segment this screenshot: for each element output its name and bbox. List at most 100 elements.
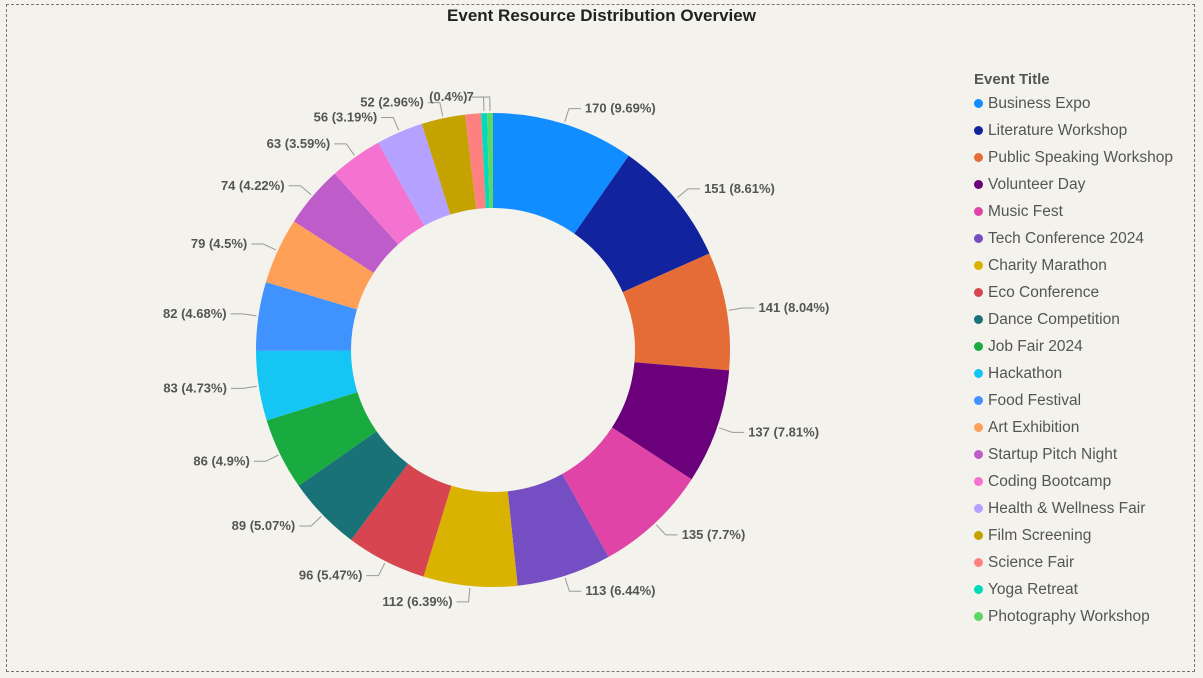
legend-label: Job Fair 2024 bbox=[988, 337, 1083, 355]
leader-line bbox=[381, 116, 400, 131]
legend-marker-icon bbox=[974, 369, 983, 378]
slice-tech-conference-2024[interactable] bbox=[507, 473, 609, 586]
legend-marker-icon bbox=[974, 612, 983, 621]
legend-label: Music Fest bbox=[988, 202, 1063, 220]
slice-music-fest[interactable] bbox=[562, 427, 692, 557]
data-label: 112 (6.39%) bbox=[382, 594, 452, 609]
legend-label: Volunteer Day bbox=[988, 175, 1086, 193]
legend-item[interactable]: Art Exhibition bbox=[974, 414, 1196, 441]
legend-item[interactable]: Job Fair 2024 bbox=[974, 333, 1196, 360]
data-label: 89 (5.07%) bbox=[232, 518, 296, 533]
legend-marker-icon bbox=[974, 504, 983, 513]
legend-label: Startup Pitch Night bbox=[988, 445, 1118, 463]
leader-line bbox=[676, 188, 701, 199]
data-label: 141 (8.04%) bbox=[758, 300, 829, 315]
leader-line bbox=[230, 385, 257, 389]
legend-marker-icon bbox=[974, 153, 983, 162]
slice-charity-marathon[interactable] bbox=[423, 485, 518, 587]
legend-item[interactable]: Health & Wellness Fair bbox=[974, 495, 1196, 522]
legend-item[interactable]: Charity Marathon bbox=[974, 252, 1196, 279]
legend-label: Science Fair bbox=[988, 553, 1075, 571]
slice-food-festival[interactable] bbox=[256, 282, 357, 351]
legend-marker-icon bbox=[974, 396, 983, 405]
legend-label: Eco Conference bbox=[988, 283, 1100, 301]
data-label: 56 (3.19%) bbox=[314, 109, 378, 124]
legend-item[interactable]: Coding Bootcamp bbox=[974, 468, 1196, 495]
slice-startup-pitch-night[interactable] bbox=[293, 173, 399, 273]
data-label: (0.4%) bbox=[429, 89, 467, 104]
legend-item[interactable]: Music Fest bbox=[974, 198, 1196, 225]
leader-line bbox=[288, 185, 312, 196]
legend-item[interactable]: Hackathon bbox=[974, 360, 1196, 387]
legend-item[interactable]: Eco Conference bbox=[974, 279, 1196, 306]
slice-eco-conference[interactable] bbox=[351, 463, 452, 577]
slice-business-expo[interactable] bbox=[493, 113, 629, 234]
legend-item[interactable]: Food Festival bbox=[974, 387, 1196, 414]
data-label: 170 (9.69%) bbox=[585, 101, 656, 116]
legend-label: Film Screening bbox=[988, 526, 1092, 544]
slice-photography-workshop[interactable] bbox=[487, 113, 493, 209]
leader-line bbox=[564, 577, 582, 592]
legend-label: Yoga Retreat bbox=[988, 580, 1078, 598]
legend-item[interactable]: Business Expo bbox=[974, 90, 1196, 117]
slice-public-speaking-workshop[interactable] bbox=[622, 253, 730, 371]
leader-line bbox=[253, 454, 279, 462]
chart-frame bbox=[6, 4, 1195, 672]
legend-item[interactable]: Photography Workshop bbox=[974, 603, 1196, 630]
legend-marker-icon bbox=[974, 450, 983, 459]
legend-label: Food Festival bbox=[988, 391, 1082, 409]
legend-label: Photography Workshop bbox=[988, 607, 1150, 625]
legend: Event Title Business Expo Literature Work… bbox=[974, 70, 1196, 630]
legend-marker-icon bbox=[974, 234, 983, 243]
legend-title: Event Title bbox=[974, 71, 1050, 88]
legend-marker-icon bbox=[974, 261, 983, 270]
slice-film-screening[interactable] bbox=[421, 114, 477, 215]
slice-health-wellness-fair[interactable] bbox=[378, 123, 451, 226]
legend-marker-icon bbox=[974, 531, 983, 540]
leader-line bbox=[427, 102, 444, 117]
legend-item[interactable]: Yoga Retreat bbox=[974, 576, 1196, 603]
data-label: 79 (4.5%) bbox=[191, 236, 247, 251]
legend-marker-icon bbox=[974, 342, 983, 351]
data-label: 96 (5.47%) bbox=[299, 568, 363, 583]
slice-coding-bootcamp[interactable] bbox=[334, 142, 425, 245]
legend-label: Tech Conference 2024 bbox=[988, 229, 1144, 247]
slice-volunteer-day[interactable] bbox=[611, 362, 730, 480]
legend-item[interactable]: Science Fair bbox=[974, 549, 1196, 576]
leader-line bbox=[564, 108, 581, 123]
data-label: 52 (2.96%) bbox=[360, 95, 424, 110]
slice-hackathon[interactable] bbox=[256, 350, 358, 421]
legend-marker-icon bbox=[974, 477, 983, 486]
leader-line bbox=[299, 515, 322, 527]
legend-label: Coding Bootcamp bbox=[988, 472, 1112, 490]
chart-title: Event Resource Distribution Overview bbox=[447, 6, 756, 25]
legend-marker-icon bbox=[974, 315, 983, 324]
data-label: 135 (7.7%) bbox=[682, 527, 746, 542]
legend-marker-icon bbox=[974, 207, 983, 216]
leader-line bbox=[230, 313, 257, 317]
slice-job-fair-2024[interactable] bbox=[266, 392, 377, 486]
leader-line bbox=[728, 307, 755, 311]
legend-label: Dance Competition bbox=[988, 310, 1120, 328]
data-label: 113 (6.44%) bbox=[585, 583, 655, 598]
legend-item[interactable]: Dance Competition bbox=[974, 306, 1196, 333]
slice-literature-workshop[interactable] bbox=[574, 155, 710, 293]
leader-line bbox=[718, 427, 745, 433]
slice-dance-competition[interactable] bbox=[298, 431, 408, 540]
legend-item[interactable]: Volunteer Day bbox=[974, 171, 1196, 198]
legend-item[interactable]: Film Screening bbox=[974, 522, 1196, 549]
slice-yoga-retreat[interactable] bbox=[481, 113, 490, 209]
leader-line bbox=[366, 562, 386, 577]
legend-item[interactable]: Tech Conference 2024 bbox=[974, 225, 1196, 252]
legend-item[interactable]: Literature Workshop bbox=[974, 117, 1196, 144]
legend-item[interactable]: Startup Pitch Night bbox=[974, 441, 1196, 468]
leader-line bbox=[334, 143, 355, 156]
data-label: 7 bbox=[467, 89, 474, 104]
data-label: 63 (3.59%) bbox=[267, 136, 331, 151]
legend-item[interactable]: Public Speaking Workshop bbox=[974, 144, 1196, 171]
data-label: 74 (4.22%) bbox=[221, 178, 285, 193]
slice-science-fair[interactable] bbox=[465, 113, 486, 209]
slice-art-exhibition[interactable] bbox=[265, 221, 374, 310]
legend-marker-icon bbox=[974, 423, 983, 432]
